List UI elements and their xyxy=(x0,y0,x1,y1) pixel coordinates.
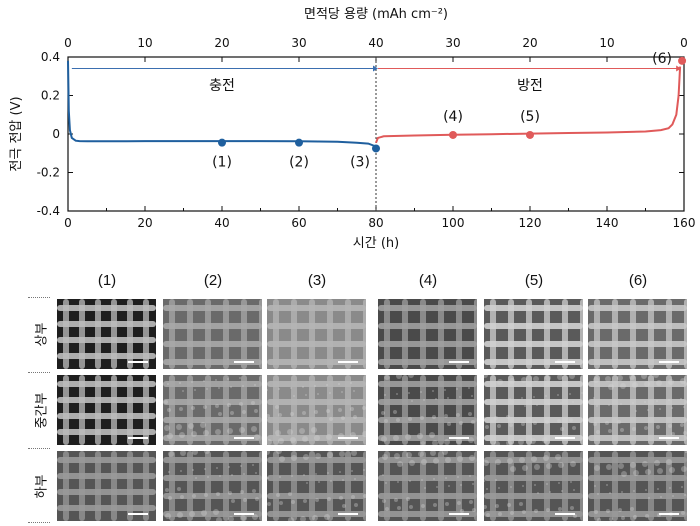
sem-image xyxy=(484,451,583,521)
sem-image xyxy=(267,451,366,521)
scale-bar xyxy=(234,513,254,515)
scale-bar xyxy=(449,513,469,515)
marker-label: (6) xyxy=(652,51,672,67)
sem-row-label: 하부 xyxy=(34,474,50,498)
x-tick-label: 140 xyxy=(596,216,619,230)
x2-tick-label: 30 xyxy=(445,36,460,50)
scale-bar xyxy=(128,361,148,363)
sem-image xyxy=(378,375,477,445)
x2-tick-label: 0 xyxy=(680,36,688,50)
scale-bar xyxy=(449,437,469,439)
scale-bar xyxy=(555,513,575,515)
x-tick-label: 20 xyxy=(137,216,152,230)
scale-bar xyxy=(659,361,679,363)
x2-tick-label: 30 xyxy=(291,36,306,50)
marker-point xyxy=(526,130,534,139)
row-separator xyxy=(28,297,50,298)
marker-point xyxy=(678,56,687,65)
sem-image xyxy=(57,451,156,521)
y-axis-title: 전극 전압 (V) xyxy=(9,96,24,171)
sem-column-label: (1) xyxy=(97,272,117,289)
sem-image xyxy=(484,375,583,445)
scale-bar xyxy=(338,437,358,439)
sem-image xyxy=(57,375,156,445)
x2-tick-label: 20 xyxy=(522,36,537,50)
marker-label: (3) xyxy=(350,154,370,170)
sem-column-label: (4) xyxy=(418,272,438,289)
charge-arrow-head xyxy=(373,65,378,72)
x2-tick-label: 40 xyxy=(368,36,383,50)
series-line-charge xyxy=(67,60,377,148)
sem-image xyxy=(57,299,156,369)
x2-tick-label: 10 xyxy=(599,36,614,50)
sem-row-label: 중간부 xyxy=(34,392,50,428)
x-tick-label: 40 xyxy=(214,216,229,230)
sem-column-label: (3) xyxy=(307,272,327,289)
y-tick-label: 0.4 xyxy=(41,50,60,64)
y-tick-label: -0.4 xyxy=(37,204,60,218)
sem-image xyxy=(163,299,262,369)
discharge-arrow-head xyxy=(676,65,682,72)
scale-bar xyxy=(659,437,679,439)
y-tick-label: 0.2 xyxy=(41,89,60,103)
discharge-phase-label: 방전 xyxy=(517,78,543,94)
y-tick-label: 0 xyxy=(52,127,60,141)
charge-phase-label: 충전 xyxy=(209,78,235,94)
row-separator xyxy=(28,448,50,449)
sem-image xyxy=(484,299,583,369)
scale-bar xyxy=(234,437,254,439)
sem-image xyxy=(163,375,262,445)
sem-column-label: (5) xyxy=(524,272,544,289)
series-line-discharge xyxy=(375,66,682,144)
scale-bar xyxy=(555,437,575,439)
marker-label: (1) xyxy=(212,155,232,171)
marker-point xyxy=(295,138,303,147)
marker-label: (4) xyxy=(443,109,463,125)
scale-bar xyxy=(128,437,148,439)
x2-tick-label: 10 xyxy=(137,36,152,50)
sem-column-label: (6) xyxy=(628,272,648,289)
x-tick-label: 100 xyxy=(442,216,465,230)
sem-image xyxy=(588,451,687,521)
sem-image xyxy=(588,375,687,445)
sem-column-label: (2) xyxy=(203,272,223,289)
scale-bar xyxy=(234,361,254,363)
x-tick-label: 80 xyxy=(368,216,383,230)
marker-point xyxy=(372,144,380,153)
scale-bar xyxy=(338,513,358,515)
x-tick-label: 120 xyxy=(519,216,542,230)
sem-image xyxy=(267,375,366,445)
sem-image xyxy=(588,299,687,369)
x2-tick-label: 20 xyxy=(214,36,229,50)
x2-tick-label: 0 xyxy=(64,36,72,50)
sem-image xyxy=(267,299,366,369)
scale-bar xyxy=(338,361,358,363)
scale-bar xyxy=(128,513,148,515)
sem-image xyxy=(378,299,477,369)
x-tick-label: 60 xyxy=(291,216,306,230)
x-axis-title: 시간 (h) xyxy=(353,236,399,251)
x-tick-label: 0 xyxy=(64,216,72,230)
x-tick-label: 160 xyxy=(673,216,696,230)
sem-image xyxy=(378,451,477,521)
y-tick-label: -0.2 xyxy=(37,166,60,180)
sem-image xyxy=(163,451,262,521)
scale-bar xyxy=(449,361,469,363)
row-separator xyxy=(28,522,50,523)
x2-axis-title: 면적당 용량 (mAh cm⁻²) xyxy=(304,7,448,22)
row-separator xyxy=(28,372,50,373)
marker-label: (5) xyxy=(520,109,540,125)
scale-bar xyxy=(659,513,679,515)
sem-row-label: 상부 xyxy=(34,322,50,346)
marker-point xyxy=(449,130,457,139)
marker-label: (2) xyxy=(289,155,309,171)
marker-point xyxy=(218,138,226,147)
scale-bar xyxy=(555,361,575,363)
